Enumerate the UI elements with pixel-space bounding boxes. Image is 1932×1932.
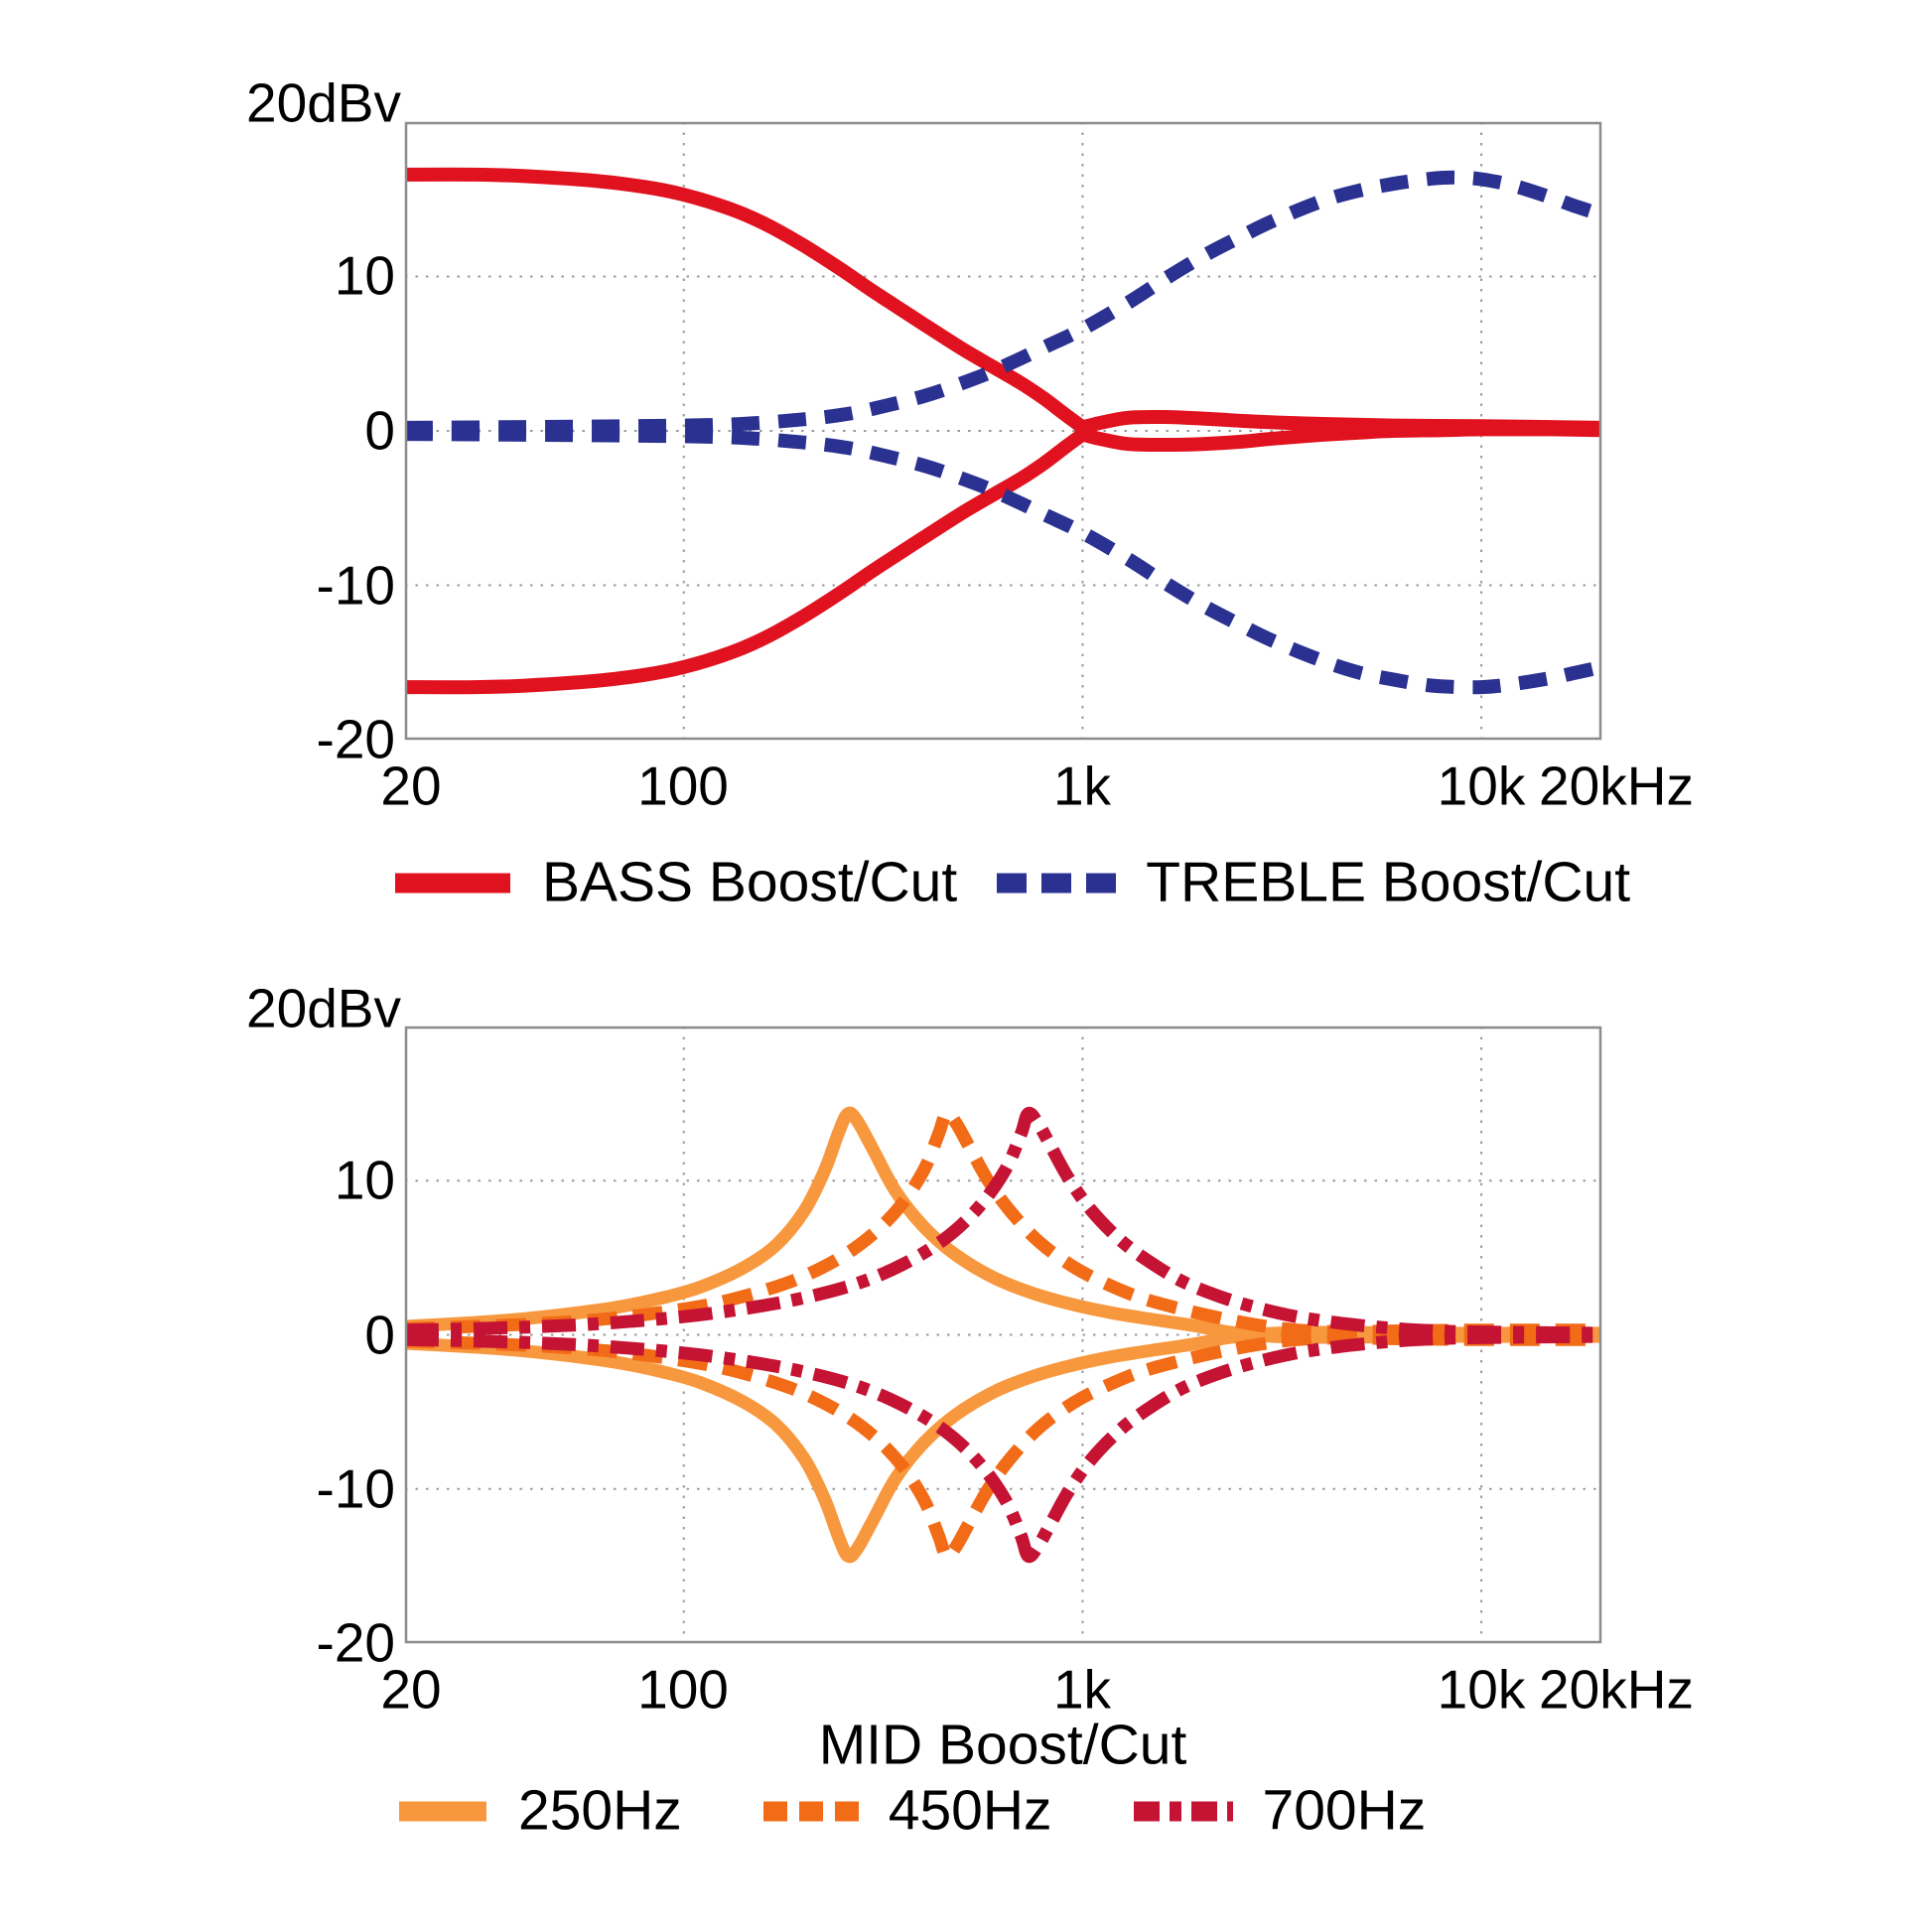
bottom-chart-x-axis-title: MID Boost/Cut [818,1713,1187,1777]
legend-item-bass: BASS Boost/Cut [393,850,958,914]
series-group [405,167,1601,695]
top-chart-ytick-m20: -20 [316,708,396,770]
curve-bass-boost [405,167,1601,435]
bass-line-swatch-icon [395,873,510,893]
curve-mid-250hz-boost [405,1106,1601,1344]
series-group [405,1106,1601,1564]
treble-line-swatch-icon [997,873,1117,893]
plot-border [404,121,1602,741]
mid-450-line-swatch-icon [762,1801,859,1821]
curve-mid-700hz-cut [405,1329,1601,1564]
legend-label-bass: BASS Boost/Cut [542,850,958,914]
bottom-chart-ytick-m20: -20 [316,1611,396,1674]
bass-treble-chart-plot [404,121,1602,741]
legend-item-250hz: 250Hz [397,1778,682,1843]
top-chart-y-unit-label: 20dBv [246,71,401,134]
bottom-chart-xtick-10k: 10k [1437,1658,1526,1721]
top-chart-xtick-10k: 10k [1437,755,1526,817]
curve-mid-450hz-boost [405,1106,1601,1338]
top-chart-xtick-20: 20 [380,755,442,817]
curve-mid-700hz-boost [405,1106,1601,1340]
bottom-chart-ytick-0: 0 [364,1304,395,1366]
bottom-chart-xtick-20: 20 [380,1658,442,1721]
legend-item-treble: TREBLE Boost/Cut [997,850,1631,914]
top-chart-legend: BASS Boost/Cut TREBLE Boost/Cut [393,850,1631,914]
legend-label-700hz: 700Hz [1262,1778,1427,1843]
top-chart-xtick-20k: 20kHz [1539,755,1694,817]
top-chart-xtick-1k: 1k [1052,755,1112,817]
curve-treble-boost [405,170,1601,435]
legend-label-250hz: 250Hz [518,1778,682,1843]
bottom-chart-xtick-20k: 20kHz [1539,1658,1694,1721]
curve-treble-cut [405,427,1601,695]
curve-bass-cut [405,422,1601,695]
mid-chart-plot [404,1026,1602,1644]
bottom-chart-ytick-10: 10 [334,1149,395,1211]
legend-label-450hz: 450Hz [888,1778,1052,1843]
mid-700-line-swatch-icon [1133,1801,1233,1821]
top-chart-xtick-100: 100 [637,755,729,817]
top-chart-ytick-0: 0 [364,399,395,462]
bottom-chart-ytick-m10: -10 [316,1457,396,1520]
curve-mid-250hz-cut [405,1325,1601,1564]
bottom-chart-legend: 250Hz 450Hz 700Hz [397,1778,1427,1843]
legend-item-450hz: 450Hz [762,1778,1052,1843]
mid-250-line-swatch-icon [399,1801,486,1821]
bottom-chart-y-unit-label: 20dBv [246,977,401,1039]
top-chart-ytick-10: 10 [334,244,395,307]
legend-label-treble: TREBLE Boost/Cut [1146,850,1631,914]
top-chart-ytick-m10: -10 [316,554,396,617]
bottom-chart-xtick-1k: 1k [1052,1658,1112,1721]
legend-item-700hz: 700Hz [1133,1778,1427,1843]
curve-mid-450hz-cut [405,1331,1601,1564]
bottom-chart-xtick-100: 100 [637,1658,729,1721]
plot-border [404,1026,1602,1644]
